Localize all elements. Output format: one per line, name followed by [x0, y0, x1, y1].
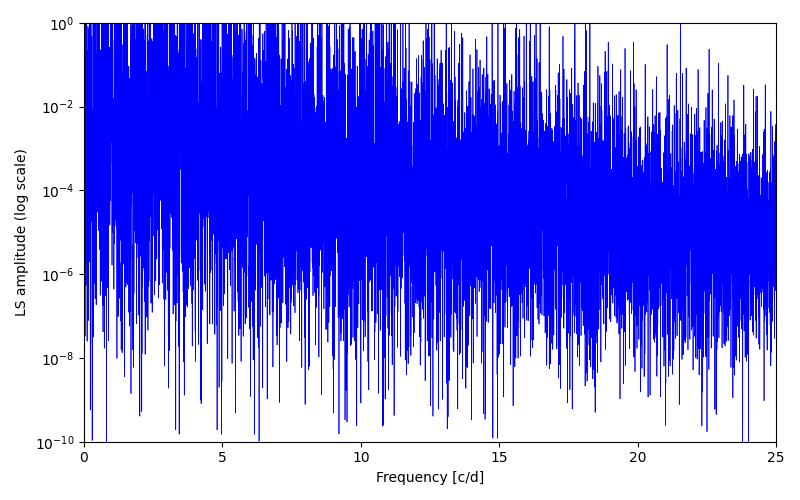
X-axis label: Frequency [c/d]: Frequency [c/d]	[376, 471, 484, 485]
Y-axis label: LS amplitude (log scale): LS amplitude (log scale)	[15, 148, 29, 316]
